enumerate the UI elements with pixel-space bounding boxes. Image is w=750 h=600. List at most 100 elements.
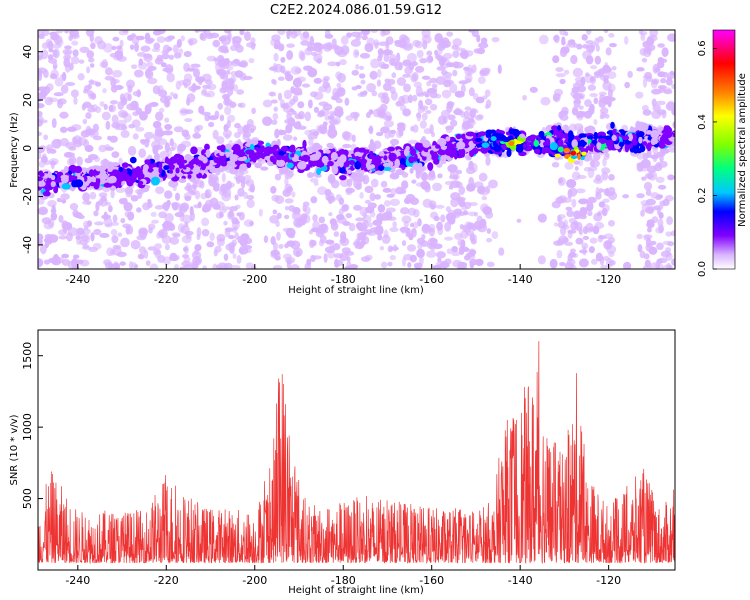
colorbar-tick-label: 0.2 <box>697 188 708 204</box>
spectrogram-blob <box>245 262 254 269</box>
spectrogram-blob <box>399 104 407 112</box>
spectrogram-blob <box>661 47 669 58</box>
spectrogram-blob <box>129 156 137 164</box>
spectrogram-blob <box>336 82 342 89</box>
spectrogram-blob <box>412 124 419 133</box>
spectrogram-blob <box>401 240 407 246</box>
spectrogram-blob <box>441 71 453 78</box>
spectrogram-blob <box>288 233 295 239</box>
spectrogram-blob <box>247 123 252 128</box>
spectrogram-blob <box>587 84 596 91</box>
spectrogram-blob <box>403 221 409 228</box>
spectrogram-blob <box>587 226 598 232</box>
spectrogram-blob <box>362 219 369 230</box>
spectrogram-blob <box>435 261 443 268</box>
spectrogram-blob <box>182 214 192 224</box>
spectrogram-blob <box>110 229 118 236</box>
spectrogram-blob <box>77 136 83 145</box>
spectrogram-blob <box>576 43 583 50</box>
spectrogram-blob <box>464 106 472 111</box>
spectrogram-blob <box>124 211 131 218</box>
x-tick-label: -200 <box>242 574 267 587</box>
spectrogram-blob <box>74 165 83 174</box>
spectrogram-blob <box>316 57 322 64</box>
spectrogram-blob <box>137 253 145 260</box>
spectrogram-blob <box>636 193 645 199</box>
spectrogram-blob <box>407 261 412 268</box>
spectrogram-blob <box>369 150 374 156</box>
spectrogram-blob <box>440 214 446 223</box>
spectrogram-blob <box>133 69 144 78</box>
spectrogram-blob <box>398 130 404 137</box>
spectrogram-blob <box>208 32 220 39</box>
spectrogram-blob <box>307 99 313 109</box>
spectrogram-blob <box>237 125 245 135</box>
spectrogram-blob <box>82 192 90 202</box>
spectrogram-blob <box>604 113 610 119</box>
spectrogram-blob <box>190 190 196 196</box>
spectrogram-blob <box>355 64 360 70</box>
spectrogram-blob <box>48 57 58 64</box>
spectrogram-blob <box>158 138 168 145</box>
spectrogram-blob <box>444 221 452 232</box>
spectrogram-blob <box>321 155 329 164</box>
spectrogram-blob <box>120 111 128 118</box>
spectrogram-blob <box>452 69 458 77</box>
spectrogram-blob <box>648 246 658 255</box>
spectrogram-blob <box>561 36 566 46</box>
spectrogram-blob <box>151 219 160 224</box>
spectrogram-blob <box>212 39 221 48</box>
spectrogram-blob <box>433 158 440 165</box>
spectrogram-blob <box>180 140 192 148</box>
spectrogram-blob <box>168 54 175 60</box>
spectrogram-blob <box>206 90 215 98</box>
spectrogram-blob <box>570 54 578 65</box>
spectrogram-blob <box>390 91 398 101</box>
spectrogram-panel: -240 -220 -200 -180 -160 -140 -120 -40-2002040… <box>9 29 676 296</box>
spectrogram-blob <box>345 212 353 219</box>
spectrogram-blob <box>263 235 269 244</box>
spectrogram-blob <box>330 112 337 117</box>
spectrogram-blob <box>48 97 59 103</box>
spectrogram-blob <box>436 221 443 231</box>
spectrogram-blob <box>449 119 458 127</box>
spectrogram-blob <box>428 223 436 233</box>
spectrogram-blob <box>551 125 558 131</box>
spectrogram-x-ticks: -240 -220 -200 -180 -160 -140 -120 <box>65 264 621 286</box>
spectrogram-blob <box>243 31 252 41</box>
spectrogram-blob <box>38 115 44 122</box>
spectrogram-blob <box>212 129 219 140</box>
spectrogram-hotspot <box>575 149 580 153</box>
spectrogram-blob <box>385 44 390 51</box>
spectrogram-blob <box>214 110 220 119</box>
spectrogram-blob <box>106 247 114 257</box>
spectrogram-blob <box>242 124 249 135</box>
spectrogram-blob <box>453 61 464 69</box>
spectrogram-blob <box>437 257 442 263</box>
spectrogram-blob <box>650 129 660 139</box>
spectrogram-blob <box>336 214 345 221</box>
spectrogram-blob <box>320 223 328 233</box>
spectrogram-blob <box>60 174 70 180</box>
spectrogram-blob <box>147 77 158 85</box>
spectrogram-blob <box>369 227 380 233</box>
spectrogram-blob <box>248 139 259 146</box>
spectrogram-hotspot <box>554 153 561 158</box>
spectrogram-blob <box>486 261 495 268</box>
spectrogram-blob <box>446 101 455 107</box>
spectrogram-blob <box>239 179 250 185</box>
spectrogram-blob <box>164 36 173 42</box>
spectrogram-blob <box>119 39 124 48</box>
spectrogram-blob <box>159 95 169 104</box>
spectrogram-blob <box>342 143 352 149</box>
spectrogram-blob <box>72 254 80 259</box>
spectrogram-blob <box>282 70 292 75</box>
spectrogram-blob <box>173 126 184 133</box>
spectrogram-blob <box>399 188 407 194</box>
spectrogram-blob <box>147 202 153 208</box>
spectrogram-blob <box>469 150 475 158</box>
spectrogram-blob <box>638 30 644 35</box>
spectrogram-blob <box>221 172 226 183</box>
spectrogram-blob <box>69 203 79 211</box>
spectrogram-blob <box>353 178 362 189</box>
